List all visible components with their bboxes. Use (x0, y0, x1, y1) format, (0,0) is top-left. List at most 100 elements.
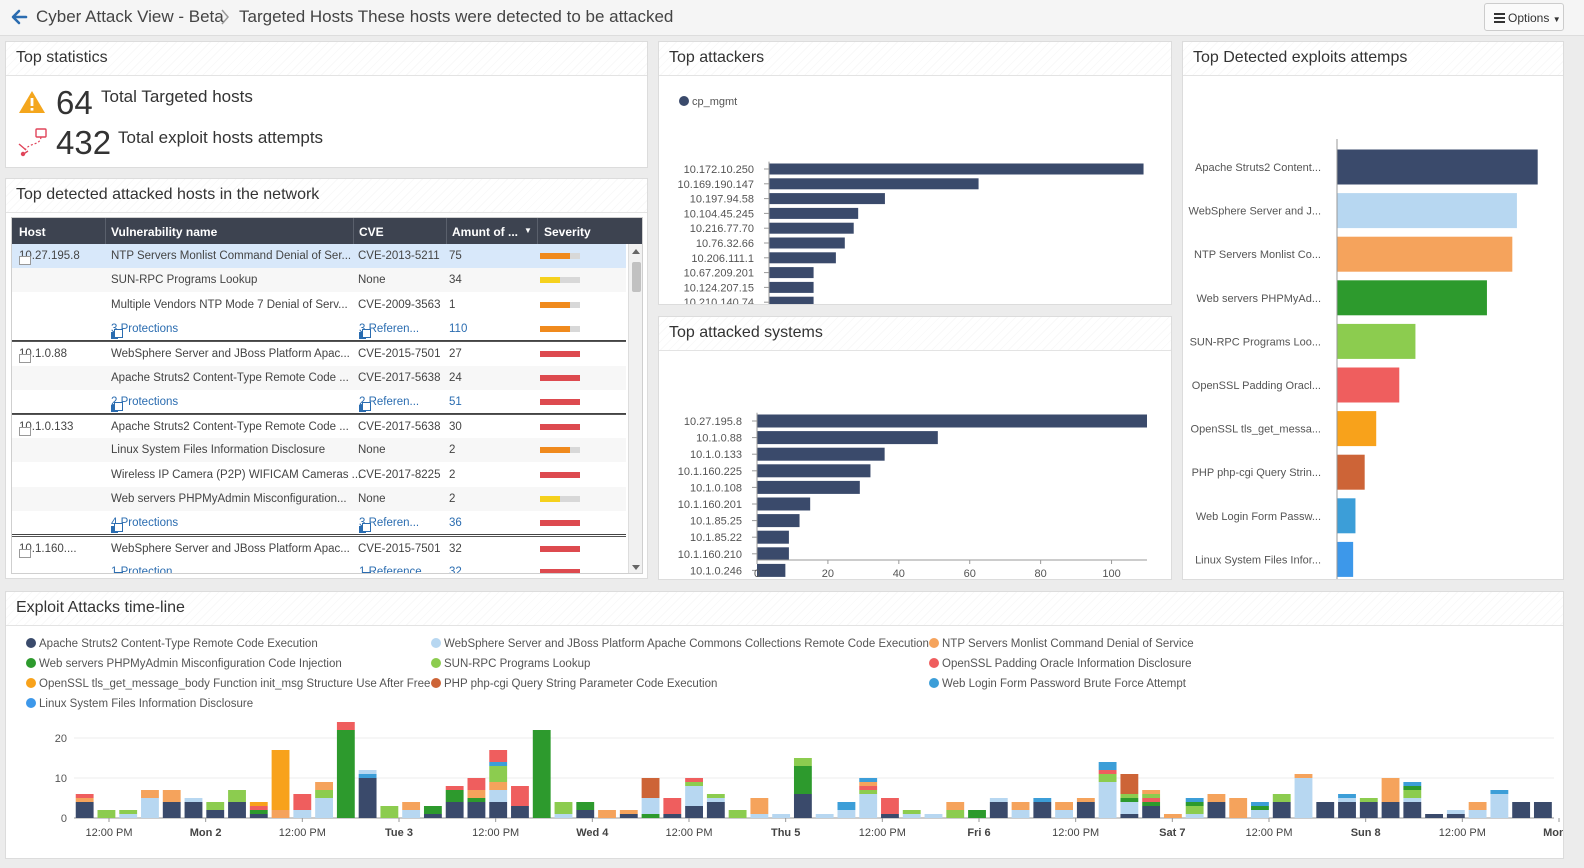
references-link[interactable]: 3 Referen... (359, 517, 419, 534)
timeline-bar-segment (1251, 806, 1269, 810)
bar (757, 514, 800, 528)
timeline-bar-segment (1316, 802, 1335, 818)
host-cell[interactable]: 10.1.160.... (19, 542, 77, 558)
severity-bar (540, 496, 580, 502)
host-cell[interactable]: 10.1.0.133 (19, 421, 73, 437)
table-row[interactable]: 10.1.160.... WebSphere Server and JBoss P… (12, 535, 626, 560)
table-row[interactable]: 10.27.195.8 NTP Servers Monlist Command D… (12, 244, 626, 268)
table-row[interactable]: Linux System Files Information Disclosur… (12, 438, 626, 463)
column-severity[interactable]: Severity (544, 225, 591, 239)
legend-label: Apache Struts2 Content-Type Remote Code … (39, 638, 318, 650)
category-label: 10.1.160.201 (678, 499, 742, 511)
timeline-bar-segment (228, 790, 246, 802)
timeline-bar-segment (402, 802, 421, 810)
timeline-bar-segment (402, 810, 421, 818)
bar (1337, 454, 1365, 490)
page-title: Targeted Hosts These hosts were detected… (239, 7, 674, 26)
legend-label: PHP php-cgi Query String Parameter Code … (444, 678, 718, 690)
vulnerability-cell-text: Multiple Vendors NTP Mode 7 Denial of Se… (111, 298, 348, 311)
cve-cell-text: CVE-2017-8225 (358, 468, 441, 481)
timeline-bar-segment (315, 782, 333, 790)
table-row[interactable]: 10.1.0.88 WebSphere Server and JBoss Plat… (12, 341, 626, 365)
legend-item[interactable]: Apache Struts2 Content-Type Remote Code … (26, 638, 318, 650)
timeline-bar-segment (1490, 790, 1509, 794)
host-cell[interactable]: 10.27.195.8 (19, 250, 80, 265)
scroll-down-icon[interactable] (632, 565, 640, 570)
table-row[interactable]: 10.1.0.133 Apache Struts2 Content-Type Re… (12, 414, 626, 438)
column-host[interactable]: Host (19, 225, 46, 239)
category-label: PHP php-cgi Query Strin... (1192, 467, 1321, 479)
legend-item[interactable]: NTP Servers Monlist Command Denial of Se… (929, 638, 1194, 650)
table-row[interactable]: SUN-RPC Programs Lookup None 34 (12, 268, 626, 293)
table-row[interactable]: Multiple Vendors NTP Mode 7 Denial of Se… (12, 293, 626, 317)
options-button[interactable]: Options ▼ (1484, 3, 1564, 31)
protection-icon (359, 571, 371, 573)
category-label: Web Login Form Passw... (1196, 511, 1321, 523)
timeline-bar-segment (1294, 774, 1313, 778)
protections-link[interactable]: 4 Protections (111, 517, 178, 534)
table-row[interactable]: Web servers PHPMyAdmin Misconfiguration.… (12, 487, 626, 511)
legend-item[interactable]: WebSphere Server and JBoss Platform Apac… (431, 638, 929, 650)
vulnerability-cell: Web servers PHPMyAdmin Misconfiguration.… (111, 493, 347, 505)
x-tick-label: Sun 8 (1351, 827, 1381, 839)
timeline-bar-segment (902, 810, 921, 814)
protections-link[interactable]: 1 Protection (111, 566, 172, 573)
timeline-bar-segment (1446, 810, 1465, 814)
scroll-thumb[interactable] (632, 262, 641, 292)
timeline-bar-segment (619, 814, 638, 818)
references-link[interactable]: 3 Referen... (359, 323, 419, 339)
bar (757, 447, 885, 461)
back-arrow-icon[interactable] (9, 7, 29, 27)
timeline-bar-segment (249, 810, 268, 814)
timeline-bar-segment (750, 814, 769, 818)
host-cell[interactable]: 10.1.0.88 (19, 348, 67, 364)
legend-item[interactable]: OpenSSL tls_get_message_body Function in… (26, 678, 430, 690)
legend-item[interactable]: Web servers PHPMyAdmin Misconfiguration … (26, 658, 342, 670)
legend-label: SUN-RPC Programs Lookup (444, 658, 591, 670)
x-tick-label: 20 (822, 568, 834, 579)
top-bar: Cyber Attack View - Beta Targeted Hosts … (0, 0, 1584, 36)
timeline-bar-segment (1098, 770, 1117, 774)
column-vulnerability[interactable]: Vulnerability name (111, 225, 218, 239)
legend-item[interactable]: Linux System Files Information Disclosur… (26, 698, 253, 710)
host-cell-text: 10.1.160.... (19, 542, 77, 555)
legend-item[interactable]: Web Login Form Password Brute Force Atte… (929, 678, 1186, 690)
table-row[interactable]: Apache Struts2 Content-Type Remote Code … (12, 365, 626, 390)
references-link[interactable]: 1 Reference (359, 566, 422, 573)
protections-row[interactable]: 3 Protections 3 Referen... 110 (12, 317, 626, 341)
category-label: 10.1.160.225 (678, 466, 742, 478)
severity-bar (540, 471, 580, 478)
legend-item[interactable]: OpenSSL Padding Oracle Information Discl… (929, 658, 1192, 670)
scroll-up-icon[interactable] (632, 249, 640, 254)
timeline-bar-segment (1098, 774, 1117, 782)
references-link[interactable]: 2 Referen... (359, 396, 419, 412)
amount-cell-text: 51 (449, 395, 462, 408)
breadcrumb-root[interactable]: Cyber Attack View - Beta (36, 7, 224, 26)
grid-scrollbar[interactable] (628, 244, 642, 573)
legend-marker (929, 638, 939, 648)
column-amount[interactable]: Amunt of ... (452, 225, 518, 239)
protections-link[interactable]: 2 Protections (111, 396, 178, 412)
timeline-bar-segment (1359, 802, 1378, 818)
timeline-bar-segment (706, 802, 725, 818)
protections-link-text: 3 Protections (111, 322, 179, 335)
table-row[interactable]: Wireless IP Camera (P2P) WIFICAM Cameras… (12, 463, 626, 487)
legend-item[interactable]: PHP php-cgi Query String Parameter Code … (431, 678, 717, 690)
severity-bar (540, 545, 580, 552)
expand-icon (19, 256, 31, 265)
vulnerability-cell: Apache Struts2 Content-Type Remote Code … (111, 372, 349, 384)
amount-cell-text: 27 (449, 348, 462, 361)
column-cve[interactable]: CVE (359, 225, 384, 239)
protections-row[interactable]: 4 Protections 3 Referen... 36 (12, 511, 626, 536)
protection-icon (111, 328, 123, 340)
cve-cell-text: CVE-2013-5211 (358, 250, 440, 262)
timeline-bar-segment (1446, 814, 1465, 818)
protections-link[interactable]: 3 Protections (111, 322, 179, 339)
protections-row[interactable]: 1 Protection 1 Reference 32 (12, 560, 626, 573)
protections-row[interactable]: 2 Protections 2 Referen... 51 (12, 390, 626, 414)
sort-desc-icon[interactable]: ▼ (524, 226, 532, 235)
bar (1337, 280, 1487, 316)
timeline-bar-segment (1076, 802, 1095, 818)
legend-item[interactable]: SUN-RPC Programs Lookup (431, 658, 590, 670)
timeline-bar-segment (315, 790, 333, 798)
